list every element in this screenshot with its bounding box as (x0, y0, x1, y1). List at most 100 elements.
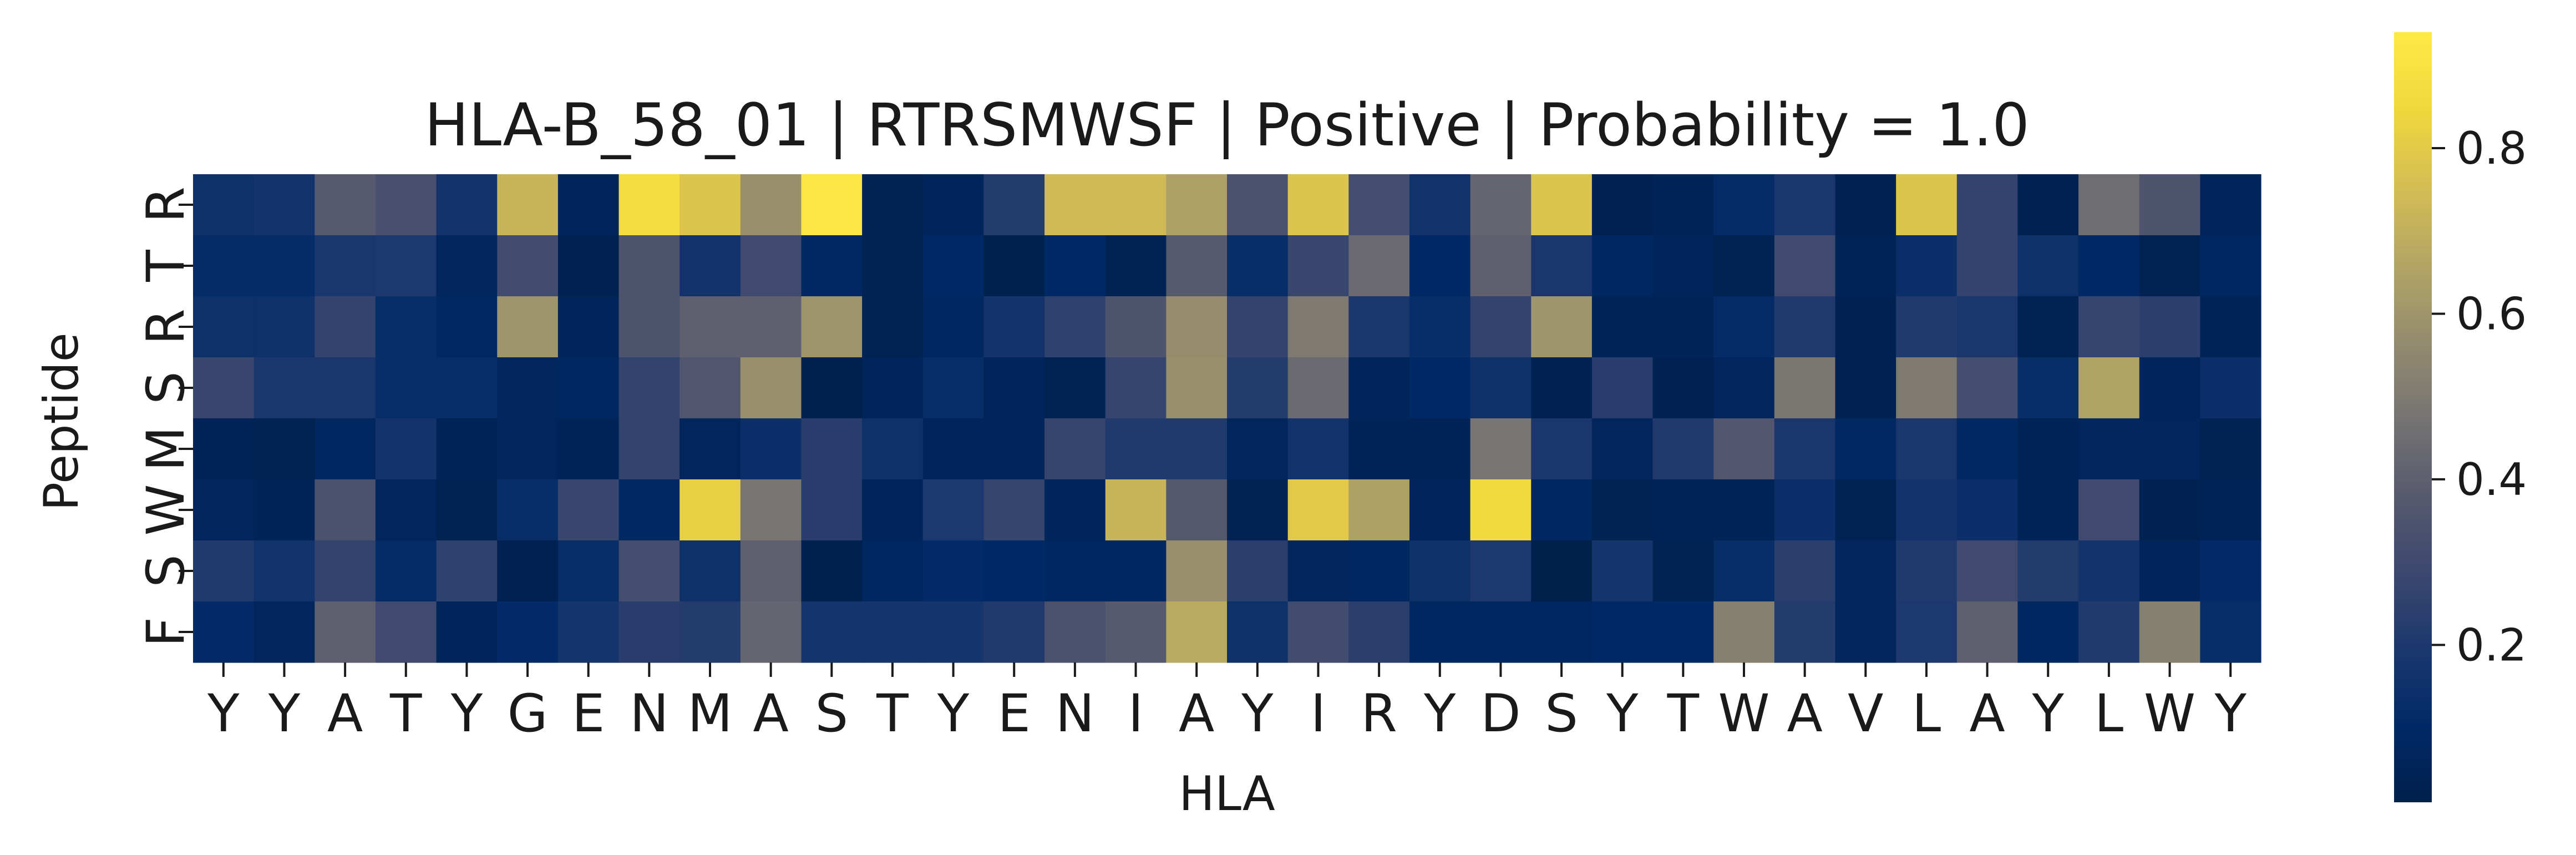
heatmap-cell (1713, 418, 1775, 480)
heatmap-cell (2139, 418, 2200, 480)
x-tick-label: E (998, 684, 1031, 744)
heatmap-cell (1774, 357, 1836, 419)
heatmap-cell (1591, 418, 1654, 480)
y-tick-label: W (136, 484, 196, 536)
heatmap-cell (1044, 418, 1106, 480)
heatmap-cell (436, 479, 498, 541)
heatmap-cell (1348, 540, 1410, 602)
heatmap-cell (983, 540, 1045, 602)
x-tick-label: V (1848, 684, 1883, 744)
heatmap-cell (1835, 235, 1896, 297)
heatmap-cell (1044, 601, 1106, 663)
heatmap-cell (253, 601, 315, 663)
heatmap-cell (862, 479, 924, 541)
heatmap-cell (1956, 296, 2019, 358)
heatmap-cell (436, 357, 498, 419)
x-tick-label: A (1969, 684, 2005, 744)
heatmap-cell (801, 235, 863, 297)
heatmap-cell (1470, 418, 1532, 480)
heatmap-cell (1470, 357, 1532, 419)
heatmap-cell (253, 296, 315, 358)
heatmap-cell (1227, 357, 1289, 419)
heatmap-cell (922, 601, 985, 663)
heatmap-cell (2200, 540, 2261, 602)
heatmap-cell (618, 296, 680, 358)
x-tick-label: M (687, 684, 732, 744)
heatmap-cell (680, 174, 741, 236)
heatmap-cell (1531, 357, 1593, 419)
heatmap-cell (375, 601, 437, 663)
heatmap-cell (680, 479, 741, 541)
heatmap-cell (1591, 357, 1654, 419)
heatmap-cell (801, 357, 863, 419)
heatmap-cell (1652, 479, 1714, 541)
heatmap-cell (1227, 296, 1289, 358)
heatmap-cell (1774, 540, 1836, 602)
heatmap-cell (922, 479, 985, 541)
x-tick-label: S (1545, 684, 1578, 744)
heatmap-cell (2017, 357, 2079, 419)
heatmap-cell (1531, 601, 1593, 663)
heatmap-cell (315, 357, 376, 419)
heatmap-cell (922, 418, 985, 480)
heatmap-cell (1166, 479, 1228, 541)
heatmap-cell (375, 357, 437, 419)
heatmap-cell (2200, 601, 2261, 663)
heatmap-cell (1713, 235, 1775, 297)
heatmap-cell (2078, 540, 2140, 602)
x-tick-label: Y (2032, 684, 2065, 744)
heatmap-cell (1348, 357, 1410, 419)
heatmap-cell (1166, 601, 1228, 663)
heatmap-cell (1227, 235, 1289, 297)
heatmap-cell (1835, 479, 1896, 541)
heatmap-cell (983, 296, 1045, 358)
heatmap-cell (801, 174, 863, 236)
heatmap-cell (2078, 235, 2140, 297)
heatmap-cell (2078, 601, 2140, 663)
heatmap-cell (1409, 174, 1471, 236)
heatmap-cell (315, 540, 376, 602)
heatmap-cell (2017, 235, 2079, 297)
heatmap-cell (2017, 296, 2079, 358)
heatmap-cell (1774, 601, 1836, 663)
y-tick-label: S (136, 371, 196, 404)
heatmap-cell (1044, 540, 1106, 602)
heatmap-cell (740, 601, 802, 663)
heatmap-cell (253, 235, 315, 297)
heatmap-cell (1105, 235, 1167, 297)
x-tick-label: L (2095, 684, 2123, 744)
heatmap-cell (1287, 601, 1349, 663)
heatmap-cell (193, 235, 255, 297)
y-tick-label: R (136, 186, 196, 222)
heatmap-cell (253, 174, 315, 236)
heatmap-cells (193, 174, 2261, 663)
heatmap-cell (862, 601, 924, 663)
heatmap-cell (315, 296, 376, 358)
heatmap-cell (1956, 479, 2019, 541)
x-tick-label: I (1128, 684, 1144, 744)
heatmap-cell (1956, 357, 2019, 419)
heatmap-cell (1896, 235, 1958, 297)
heatmap-cell (862, 296, 924, 358)
heatmap-cell (2139, 296, 2200, 358)
heatmap-cell (680, 235, 741, 297)
heatmap-cell (1896, 296, 1958, 358)
heatmap-cell (1652, 601, 1714, 663)
heatmap-cell (1287, 174, 1349, 236)
heatmap-cell (1348, 418, 1410, 480)
heatmap-cell (1348, 174, 1410, 236)
heatmap-cell (1287, 540, 1349, 602)
heatmap-cell (497, 357, 559, 419)
heatmap-cell (2078, 357, 2140, 419)
heatmap-cell (801, 479, 863, 541)
heatmap-cell (1774, 235, 1836, 297)
heatmap-cell (983, 418, 1045, 480)
heatmap-cell (193, 174, 255, 236)
heatmap-cell (436, 418, 498, 480)
heatmap-cell (983, 235, 1045, 297)
y-tick-label: M (136, 426, 196, 471)
heatmap-cell (1287, 296, 1349, 358)
heatmap-cell (1227, 540, 1289, 602)
heatmap-cell (1105, 418, 1167, 480)
heatmap-cell (1409, 357, 1471, 419)
